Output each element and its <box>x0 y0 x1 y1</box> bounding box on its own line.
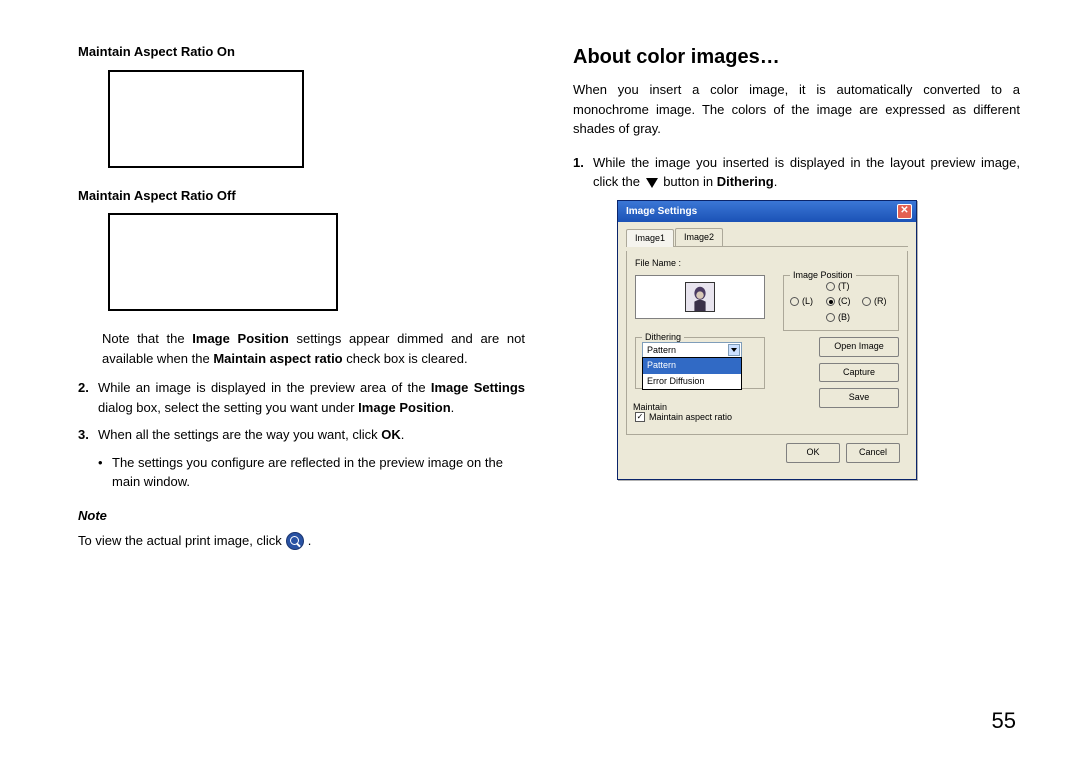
step-number: 2. <box>78 378 98 417</box>
text: check box is cleared. <box>343 351 468 366</box>
aspect-on-label: Maintain Aspect Ratio On <box>78 42 525 62</box>
radio-bottom[interactable]: (B) <box>826 311 856 325</box>
text: When all the settings are the way you wa… <box>98 427 381 442</box>
text: . <box>774 174 778 189</box>
step-2: 2. While an image is displayed in the pr… <box>78 378 525 417</box>
image-settings-dialog: Image Settings ✕ Image1 Image2 File Name… <box>617 200 917 480</box>
text: . <box>308 531 312 551</box>
page-number: 55 <box>992 708 1016 734</box>
image-position-fieldset: Image Position (T) (L) (C) (R) <box>783 275 899 332</box>
text: dialog box, select the setting you want … <box>98 400 358 415</box>
note-paragraph: Note that the Image Position settings ap… <box>102 329 525 368</box>
open-image-button[interactable]: Open Image <box>819 337 899 357</box>
radio-center[interactable]: (C) <box>826 295 856 309</box>
bullet-text: The settings you configure are reflected… <box>112 453 525 492</box>
bullet-item: • The settings you configure are reflect… <box>98 453 525 492</box>
step-3: 3. When all the settings are the way you… <box>78 425 525 445</box>
tab-image2[interactable]: Image2 <box>675 228 723 247</box>
dropdown-option[interactable]: Pattern <box>643 358 741 374</box>
cancel-button[interactable]: Cancel <box>846 443 900 463</box>
dithering-dropdown[interactable]: Pattern Pattern Error Diffusion <box>642 342 742 360</box>
bullet-mark: • <box>98 453 112 492</box>
capture-button[interactable]: Capture <box>819 363 899 383</box>
right-column: About color images… When you insert a co… <box>573 42 1020 551</box>
dialog-title-text: Image Settings <box>626 204 697 219</box>
image-position-term: Image Position <box>358 400 450 415</box>
dithering-fieldset: Dithering Pattern Pattern Error Diffusio… <box>635 337 765 389</box>
thumbnail <box>685 282 715 312</box>
step-number: 1. <box>573 153 593 192</box>
text: button in <box>660 174 717 189</box>
tab-strip: Image1 Image2 <box>626 228 908 248</box>
text: . <box>401 427 405 442</box>
note-line: To view the actual print image, click . <box>78 531 525 551</box>
maintain-aspect-term: Maintain aspect ratio <box>213 351 342 366</box>
section-heading: About color images… <box>573 42 1020 72</box>
aspect-on-box <box>108 70 304 168</box>
dithering-term: Dithering <box>717 174 774 189</box>
image-preview <box>635 275 765 319</box>
aspect-off-label: Maintain Aspect Ratio Off <box>78 186 525 206</box>
chevron-down-icon[interactable] <box>728 344 740 356</box>
step-number: 3. <box>78 425 98 445</box>
down-triangle-icon <box>646 178 658 188</box>
radio-right[interactable]: (R) <box>862 295 892 309</box>
filename-label: File Name : <box>635 257 899 271</box>
ok-term: OK <box>381 427 401 442</box>
close-icon[interactable]: ✕ <box>897 204 912 219</box>
zoom-icon <box>286 532 304 550</box>
text: . <box>451 400 455 415</box>
fieldset-legend: Image Position <box>790 269 856 283</box>
tab-image1[interactable]: Image1 <box>626 229 674 248</box>
save-button[interactable]: Save <box>819 388 899 408</box>
radio-left[interactable]: (L) <box>790 295 820 309</box>
dropdown-option[interactable]: Error Diffusion <box>643 374 741 390</box>
step-1: 1. While the image you inserted is displ… <box>573 153 1020 192</box>
dialog-titlebar: Image Settings ✕ <box>618 201 916 222</box>
text: To view the actual print image, click <box>78 531 282 551</box>
intro-paragraph: When you insert a color image, it is aut… <box>573 80 1020 139</box>
ok-button[interactable]: OK <box>786 443 840 463</box>
text: While an image is displayed in the previ… <box>98 380 431 395</box>
aspect-off-box <box>108 213 338 311</box>
image-position-term: Image Position <box>192 331 289 346</box>
image-settings-term: Image Settings <box>431 380 525 395</box>
text: Note that the <box>102 331 192 346</box>
left-column: Maintain Aspect Ratio On Maintain Aspect… <box>78 42 525 551</box>
note-heading: Note <box>78 506 525 526</box>
maintain-label-overlap: Maintain <box>633 401 667 415</box>
dialog-screenshot: Image Settings ✕ Image1 Image2 File Name… <box>617 200 1020 480</box>
dropdown-list: Pattern Error Diffusion <box>642 357 742 390</box>
